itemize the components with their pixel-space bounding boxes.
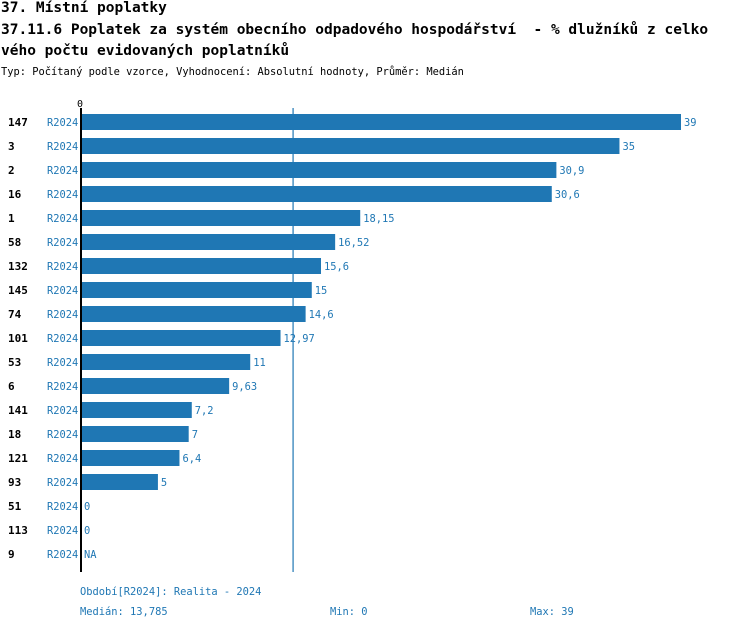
period-label: R2024 [47,405,78,417]
period-label: R2024 [47,237,78,249]
data-label: 15 [315,285,328,297]
data-label: 11 [253,357,266,369]
period-label: R2024 [47,261,78,273]
bar [81,306,306,322]
bar [81,186,552,202]
period-label: R2024 [47,501,78,513]
data-label: 30,6 [555,189,580,201]
data-label: 39 [684,117,697,129]
chart-title: 37. Místní poplatky [1,0,167,16]
category-label: 2 [8,164,15,177]
period-label: R2024 [47,381,78,393]
period-note: Období[R2024]: Realita - 2024 [80,586,262,598]
data-label: 16,52 [338,237,369,249]
median-stat: Medián: 13,785 [80,606,168,618]
data-label: 6,4 [182,453,201,465]
data-label: 18,15 [363,213,394,225]
category-label: 6 [8,380,15,393]
chart-type-note: Typ: Počítaný podle vzorce, Vyhodnocení:… [1,66,464,78]
bar [81,114,681,130]
category-label: 58 [8,236,21,249]
max-stat: Max: 39 [530,606,574,618]
period-label: R2024 [47,333,78,345]
bar [81,162,557,178]
category-label: 74 [8,308,22,321]
period-label: R2024 [47,549,78,561]
period-label: R2024 [47,213,78,225]
bar [81,426,189,442]
data-label: 0 [84,501,90,513]
period-label: R2024 [47,477,78,489]
data-label: 15,6 [324,261,349,273]
category-label: 18 [8,428,21,441]
bar [81,282,312,298]
category-label: 101 [8,332,28,345]
category-label: 16 [8,188,22,201]
category-label: 9 [8,548,15,561]
data-label: 5 [161,477,167,489]
category-label: 1 [8,212,15,225]
chart-subtitle-line2: vého počtu evidovaných poplatníků [1,43,290,59]
period-label: R2024 [47,285,78,297]
category-label: 141 [8,404,28,417]
bar [81,138,620,154]
category-label: 145 [8,284,28,297]
period-label: R2024 [47,357,78,369]
data-label: 14,6 [309,309,334,321]
data-label: 0 [84,525,90,537]
bar [81,258,321,274]
category-label: 121 [8,452,28,465]
category-label: 113 [8,524,28,537]
period-label: R2024 [47,525,78,537]
bar [81,378,230,394]
period-label: R2024 [47,189,78,201]
data-label: 35 [622,141,635,153]
bar [81,354,251,370]
bar [81,402,192,418]
data-label: 30,9 [559,165,584,177]
period-label: R2024 [47,117,78,129]
axis-zero-label: 0 [77,99,83,110]
bar [81,210,361,226]
category-label: 3 [8,140,15,153]
period-label: R2024 [47,165,78,177]
period-label: R2024 [47,453,78,465]
category-label: 147 [8,116,28,129]
bar [81,474,158,490]
chart-subtitle-line1: 37.11.6 Poplatek za systém obecního odpa… [1,22,709,38]
data-label: 9,63 [232,381,257,393]
bar [81,234,336,250]
category-label: 132 [8,260,28,273]
min-stat: Min: 0 [330,606,368,618]
category-label: 93 [8,476,21,489]
period-label: R2024 [47,429,78,441]
bar [81,450,180,466]
period-label: R2024 [47,309,78,321]
category-label: 53 [8,356,21,369]
category-label: 51 [8,500,22,513]
period-label: R2024 [47,141,78,153]
data-label: 7,2 [195,405,214,417]
bar [81,330,281,346]
data-label: 12,97 [284,333,315,345]
data-label: 7 [192,429,198,441]
data-label: NA [84,549,97,561]
